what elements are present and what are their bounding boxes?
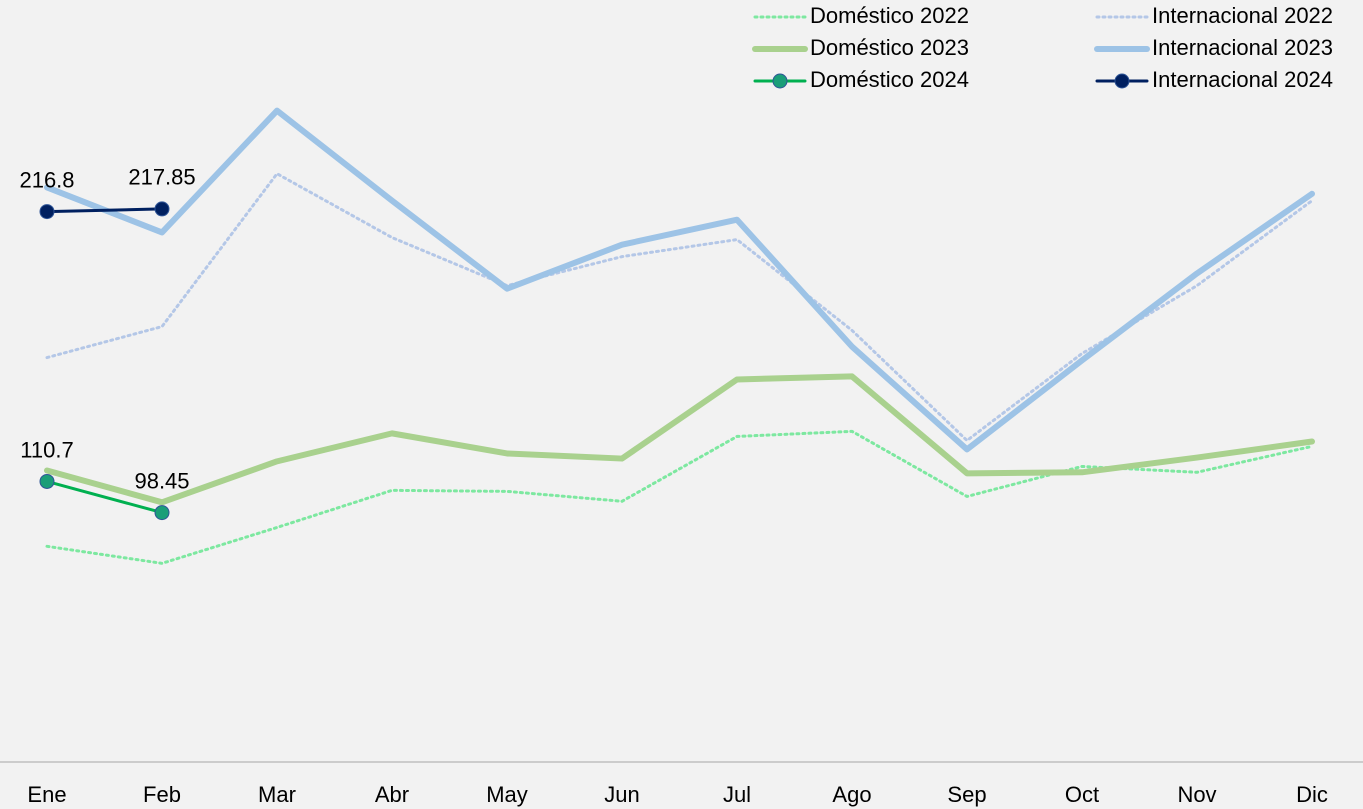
point-marker (39, 473, 55, 489)
legend-item: Doméstico 2022 (753, 3, 969, 28)
x-tick-label: Ene (27, 782, 66, 807)
x-tick-label: Sep (947, 782, 986, 807)
legend-label: Doméstico 2023 (810, 35, 969, 60)
legend-label: Internacional 2024 (1152, 67, 1333, 92)
legend-item: Internacional 2022 (1095, 3, 1333, 28)
legend-item: Doméstico 2023 (752, 35, 969, 60)
legend-label: Internacional 2023 (1152, 35, 1333, 60)
data-label: 98.45 (134, 468, 189, 493)
series-line (44, 373, 1315, 506)
x-tick-label: Dic (1296, 782, 1328, 807)
x-tick-label: Abr (375, 782, 409, 807)
x-tick-label: May (486, 782, 528, 807)
legend-label: Doméstico 2022 (810, 3, 969, 28)
x-tick-label: Jul (723, 782, 751, 807)
x-tick-label: Jun (604, 782, 639, 807)
x-tick-label: Oct (1065, 782, 1099, 807)
legend-marker (1114, 73, 1130, 89)
series-line (45, 479, 164, 515)
x-tick-label: Nov (1177, 782, 1216, 807)
data-label: 216.8 (19, 167, 74, 192)
series-line (45, 429, 1314, 565)
point-marker (39, 204, 55, 220)
legend-marker (772, 73, 788, 89)
series-line (45, 207, 164, 214)
legend-label: Doméstico 2024 (810, 67, 969, 92)
series-line (45, 172, 1314, 443)
legend-item: Doméstico 2024 (753, 67, 969, 92)
x-tick-label: Ago (832, 782, 871, 807)
legend-item: Internacional 2024 (1095, 67, 1333, 92)
legend-item: Internacional 2023 (1094, 35, 1333, 60)
x-tick-label: Feb (143, 782, 181, 807)
series-line (44, 107, 1315, 453)
x-tick-label: Mar (258, 782, 296, 807)
point-marker (154, 201, 170, 217)
point-marker (154, 505, 170, 521)
legend-label: Internacional 2022 (1152, 3, 1333, 28)
data-label: 217.85 (128, 165, 195, 190)
data-label: 110.7 (20, 437, 73, 462)
